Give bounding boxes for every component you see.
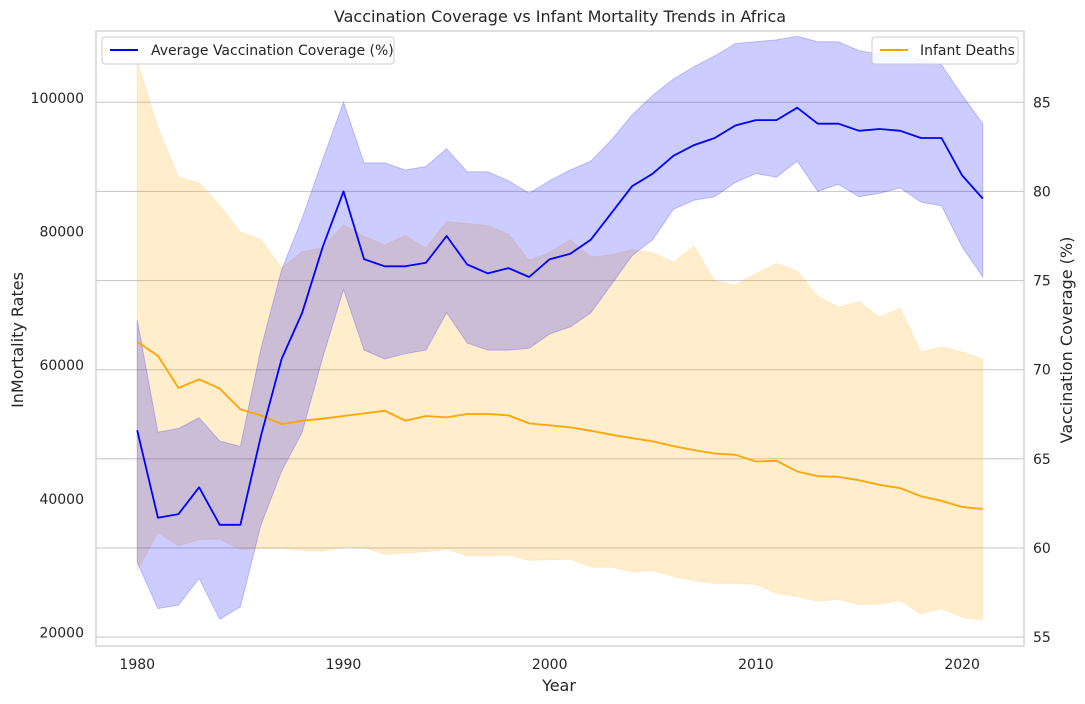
y-right-tick-label: 75 — [1033, 274, 1051, 290]
infant-deaths-line — [136, 341, 983, 510]
x-tick-label: 2010 — [738, 657, 774, 673]
confidence-bands — [136, 35, 984, 621]
x-tick-label: 2000 — [532, 657, 568, 673]
legend-box — [101, 36, 395, 65]
axis-ticks: 1980 1990 2000 2010 2020 20000 40000 60000 80000… — [31, 91, 1051, 673]
vaccination-line — [136, 106, 984, 526]
y-right-tick-label: 60 — [1033, 541, 1051, 557]
y-right-tick-label: 85 — [1033, 95, 1051, 111]
infant-deaths-confidence-band — [136, 60, 984, 621]
y-axis-left-title: InMortality Rates — [8, 272, 27, 408]
y-left-tick-label: 20000 — [39, 626, 84, 642]
legend-infant-deaths: Infant Deaths — [871, 36, 1019, 65]
chart-title: Vaccination Coverage vs Infant Mortality… — [334, 7, 786, 26]
grid-lines — [96, 101, 1024, 638]
y-right-tick-label: 80 — [1033, 184, 1051, 200]
y-left-tick-label: 40000 — [39, 492, 84, 508]
x-axis-title: Year — [541, 676, 576, 695]
y-right-tick-label: 55 — [1033, 630, 1051, 646]
y-left-tick-label: 80000 — [39, 225, 84, 241]
vaccination-confidence-band — [136, 35, 984, 621]
x-tick-label: 1990 — [326, 657, 362, 673]
y-left-tick-label: 60000 — [39, 358, 84, 374]
legend-vaccination: Average Vaccination Coverage (%) — [101, 36, 395, 65]
plot-frame — [95, 30, 1025, 647]
legend-label-vaccination: Average Vaccination Coverage (%) — [151, 43, 394, 59]
legend-box — [871, 36, 1019, 65]
x-tick-label: 1980 — [119, 657, 155, 673]
x-tick-label: 2020 — [944, 657, 980, 673]
series-lines — [136, 106, 984, 526]
y-right-tick-label: 65 — [1033, 452, 1051, 468]
y-right-tick-label: 70 — [1033, 363, 1051, 379]
legend-label-infant-deaths: Infant Deaths — [920, 43, 1015, 59]
y-left-tick-label: 100000 — [31, 91, 84, 107]
y-axis-right-title: Vaccination Coverage (%) — [1057, 237, 1076, 444]
